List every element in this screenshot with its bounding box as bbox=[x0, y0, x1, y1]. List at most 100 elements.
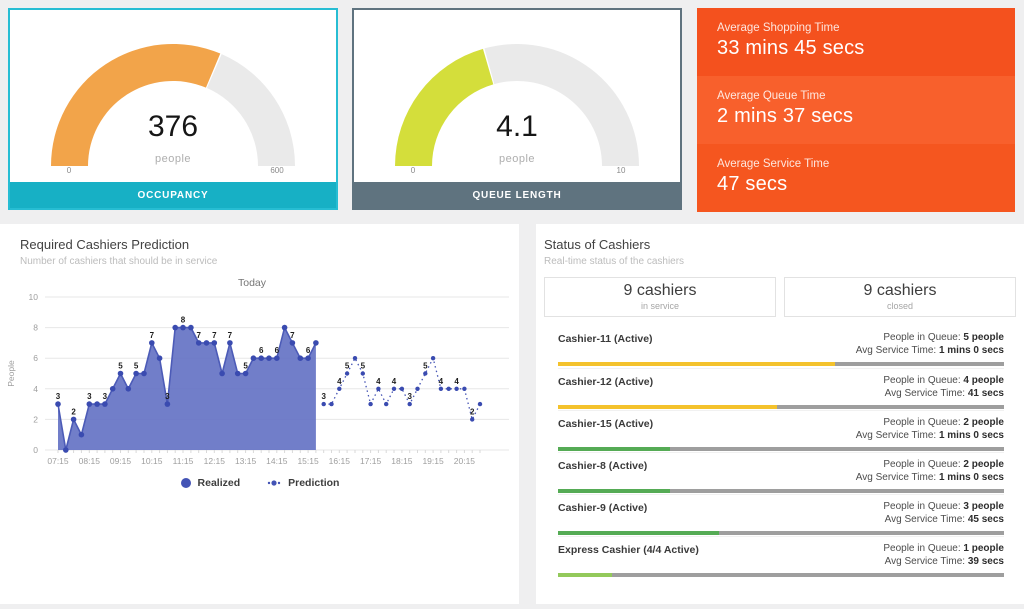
cashier-utilization-fill bbox=[558, 489, 670, 493]
svg-text:5: 5 bbox=[118, 362, 123, 371]
svg-text:6: 6 bbox=[259, 346, 264, 355]
legend-item-realized[interactable]: Realized bbox=[180, 477, 240, 489]
avg-shopping-time-block: Average Shopping Time 33 mins 45 secs bbox=[697, 8, 1015, 76]
svg-text:15:15: 15:15 bbox=[297, 456, 319, 466]
queue-value: 5 people bbox=[963, 332, 1004, 343]
cashier-name: Cashier-12 (Active) bbox=[558, 376, 654, 388]
occupancy-title-banner: OCCUPANCY bbox=[10, 182, 336, 208]
svg-text:0: 0 bbox=[33, 445, 38, 455]
svg-text:09:15: 09:15 bbox=[110, 456, 132, 466]
svg-text:5: 5 bbox=[423, 362, 428, 371]
queue-length-value: 4.1 bbox=[496, 110, 538, 143]
queue-value: 3 people bbox=[963, 501, 1004, 512]
avg-queue-time-label: Average Queue Time bbox=[717, 90, 826, 102]
avg-queue-time-block: Average Queue Time 2 mins 37 secs bbox=[697, 76, 1015, 144]
closed-label: closed bbox=[886, 301, 913, 311]
queue-length-gauge-card: 4.1 people 0 10 QUEUE LENGTH bbox=[352, 8, 682, 210]
legend-item-prediction[interactable]: Prediction bbox=[266, 477, 339, 489]
cashier-name: Cashier-9 (Active) bbox=[558, 502, 648, 514]
svg-text:7: 7 bbox=[290, 331, 295, 340]
in-service-count: 9 cashiers bbox=[623, 282, 697, 299]
svg-text:7: 7 bbox=[228, 331, 233, 340]
svg-text:3: 3 bbox=[321, 392, 326, 401]
queue-length-max-label: 10 bbox=[616, 166, 626, 175]
svg-text:5: 5 bbox=[361, 362, 366, 371]
status-panel-title: Status of Cashiers bbox=[544, 237, 651, 252]
cashier-list: Cashier-11 (Active) People in Queue: 5 p… bbox=[558, 326, 1004, 578]
svg-text:4: 4 bbox=[33, 384, 38, 394]
svg-text:3: 3 bbox=[87, 392, 92, 401]
required-cashiers-prediction-panel: Required Cashiers Prediction Number of c… bbox=[0, 224, 519, 604]
queue-label: People in Queue: bbox=[883, 417, 961, 428]
svg-text:3: 3 bbox=[407, 392, 412, 401]
chart-legend: Realized Prediction bbox=[0, 477, 519, 489]
cashier-utilization-bar bbox=[558, 489, 1004, 493]
cashier-row: Express Cashier (4/4 Active) People in Q… bbox=[558, 536, 1004, 578]
prediction-panel-subtitle: Number of cashiers that should be in ser… bbox=[20, 256, 218, 267]
svg-text:5: 5 bbox=[345, 362, 350, 371]
cashier-utilization-fill bbox=[558, 405, 777, 409]
svg-text:4: 4 bbox=[454, 377, 459, 386]
svg-text:6: 6 bbox=[275, 346, 280, 355]
cashier-name: Cashier-15 (Active) bbox=[558, 418, 654, 430]
occupancy-max-label: 600 bbox=[270, 166, 284, 175]
service-value: 1 mins 0 secs bbox=[938, 472, 1004, 483]
svg-text:10:15: 10:15 bbox=[141, 456, 163, 466]
prediction-chart: 0 2 4 6 8 10 Today People 07:15 08:15 09:15 10:15 11… bbox=[6, 277, 509, 466]
occupancy-value: 376 bbox=[147, 110, 199, 143]
avg-shopping-time-label: Average Shopping Time bbox=[717, 22, 840, 34]
cashier-utilization-bar bbox=[558, 531, 1004, 535]
queue-label: People in Queue: bbox=[883, 543, 961, 554]
service-value: 45 secs bbox=[967, 514, 1004, 525]
svg-text:8: 8 bbox=[33, 323, 38, 333]
occupancy-gauge-card: 376 people 0 600 OCCUPANCY bbox=[8, 8, 338, 210]
queue-value: 4 people bbox=[963, 375, 1004, 386]
occupancy-unit: people bbox=[154, 153, 192, 165]
queue-value: 2 people bbox=[963, 459, 1004, 470]
cashier-utilization-bar bbox=[558, 362, 1004, 366]
svg-text:5: 5 bbox=[243, 362, 248, 371]
queue-length-gauge-arc bbox=[395, 44, 639, 167]
cashier-utilization-bar bbox=[558, 447, 1004, 451]
svg-text:2: 2 bbox=[470, 407, 475, 416]
cashier-name: Cashier-8 (Active) bbox=[558, 460, 648, 472]
service-value: 1 mins 0 secs bbox=[938, 430, 1004, 441]
cashier-utilization-bar bbox=[558, 573, 1004, 577]
cashier-row: Cashier-11 (Active) People in Queue: 5 p… bbox=[558, 326, 1004, 368]
svg-text:10: 10 bbox=[29, 292, 39, 302]
cashier-row: Cashier-8 (Active) People in Queue: 2 pe… bbox=[558, 452, 1004, 494]
cashier-row: Cashier-12 (Active) People in Queue: 4 p… bbox=[558, 368, 1004, 410]
svg-text:13:15: 13:15 bbox=[235, 456, 257, 466]
svg-text:4: 4 bbox=[376, 377, 381, 386]
svg-text:5: 5 bbox=[134, 362, 139, 371]
queue-value: 1 people bbox=[963, 543, 1004, 554]
cashier-utilization-fill bbox=[558, 531, 719, 535]
avg-service-time-value: 47 secs bbox=[717, 173, 788, 195]
occupancy-min-label: 0 bbox=[66, 166, 72, 175]
svg-text:17:15: 17:15 bbox=[360, 456, 382, 466]
service-label: Avg Service Time: bbox=[855, 345, 937, 356]
service-label: Avg Service Time: bbox=[884, 388, 966, 399]
cashier-utilization-fill bbox=[558, 362, 835, 366]
svg-text:Today: Today bbox=[238, 277, 267, 289]
svg-text:6: 6 bbox=[33, 353, 38, 363]
svg-text:08:15: 08:15 bbox=[79, 456, 101, 466]
queue-value: 2 people bbox=[963, 417, 1004, 428]
avg-queue-time-value: 2 mins 37 secs bbox=[717, 105, 854, 127]
realized-series-icon bbox=[180, 478, 191, 488]
svg-text:20:15: 20:15 bbox=[454, 456, 476, 466]
svg-text:2: 2 bbox=[71, 407, 76, 416]
svg-text:4: 4 bbox=[337, 377, 342, 386]
svg-text:7: 7 bbox=[212, 331, 217, 340]
svg-text:7: 7 bbox=[150, 331, 155, 340]
svg-text:19:15: 19:15 bbox=[422, 456, 444, 466]
queue-label: People in Queue: bbox=[883, 332, 961, 343]
cashier-row: Cashier-15 (Active) People in Queue: 2 p… bbox=[558, 410, 1004, 452]
svg-text:11:15: 11:15 bbox=[173, 456, 194, 466]
service-value: 1 mins 0 secs bbox=[938, 345, 1004, 356]
svg-text:4: 4 bbox=[392, 377, 397, 386]
cashiers-closed-box: 9 cashiers closed bbox=[784, 277, 1016, 317]
avg-shopping-time-value: 33 mins 45 secs bbox=[717, 37, 865, 59]
closed-count: 9 cashiers bbox=[863, 282, 937, 299]
